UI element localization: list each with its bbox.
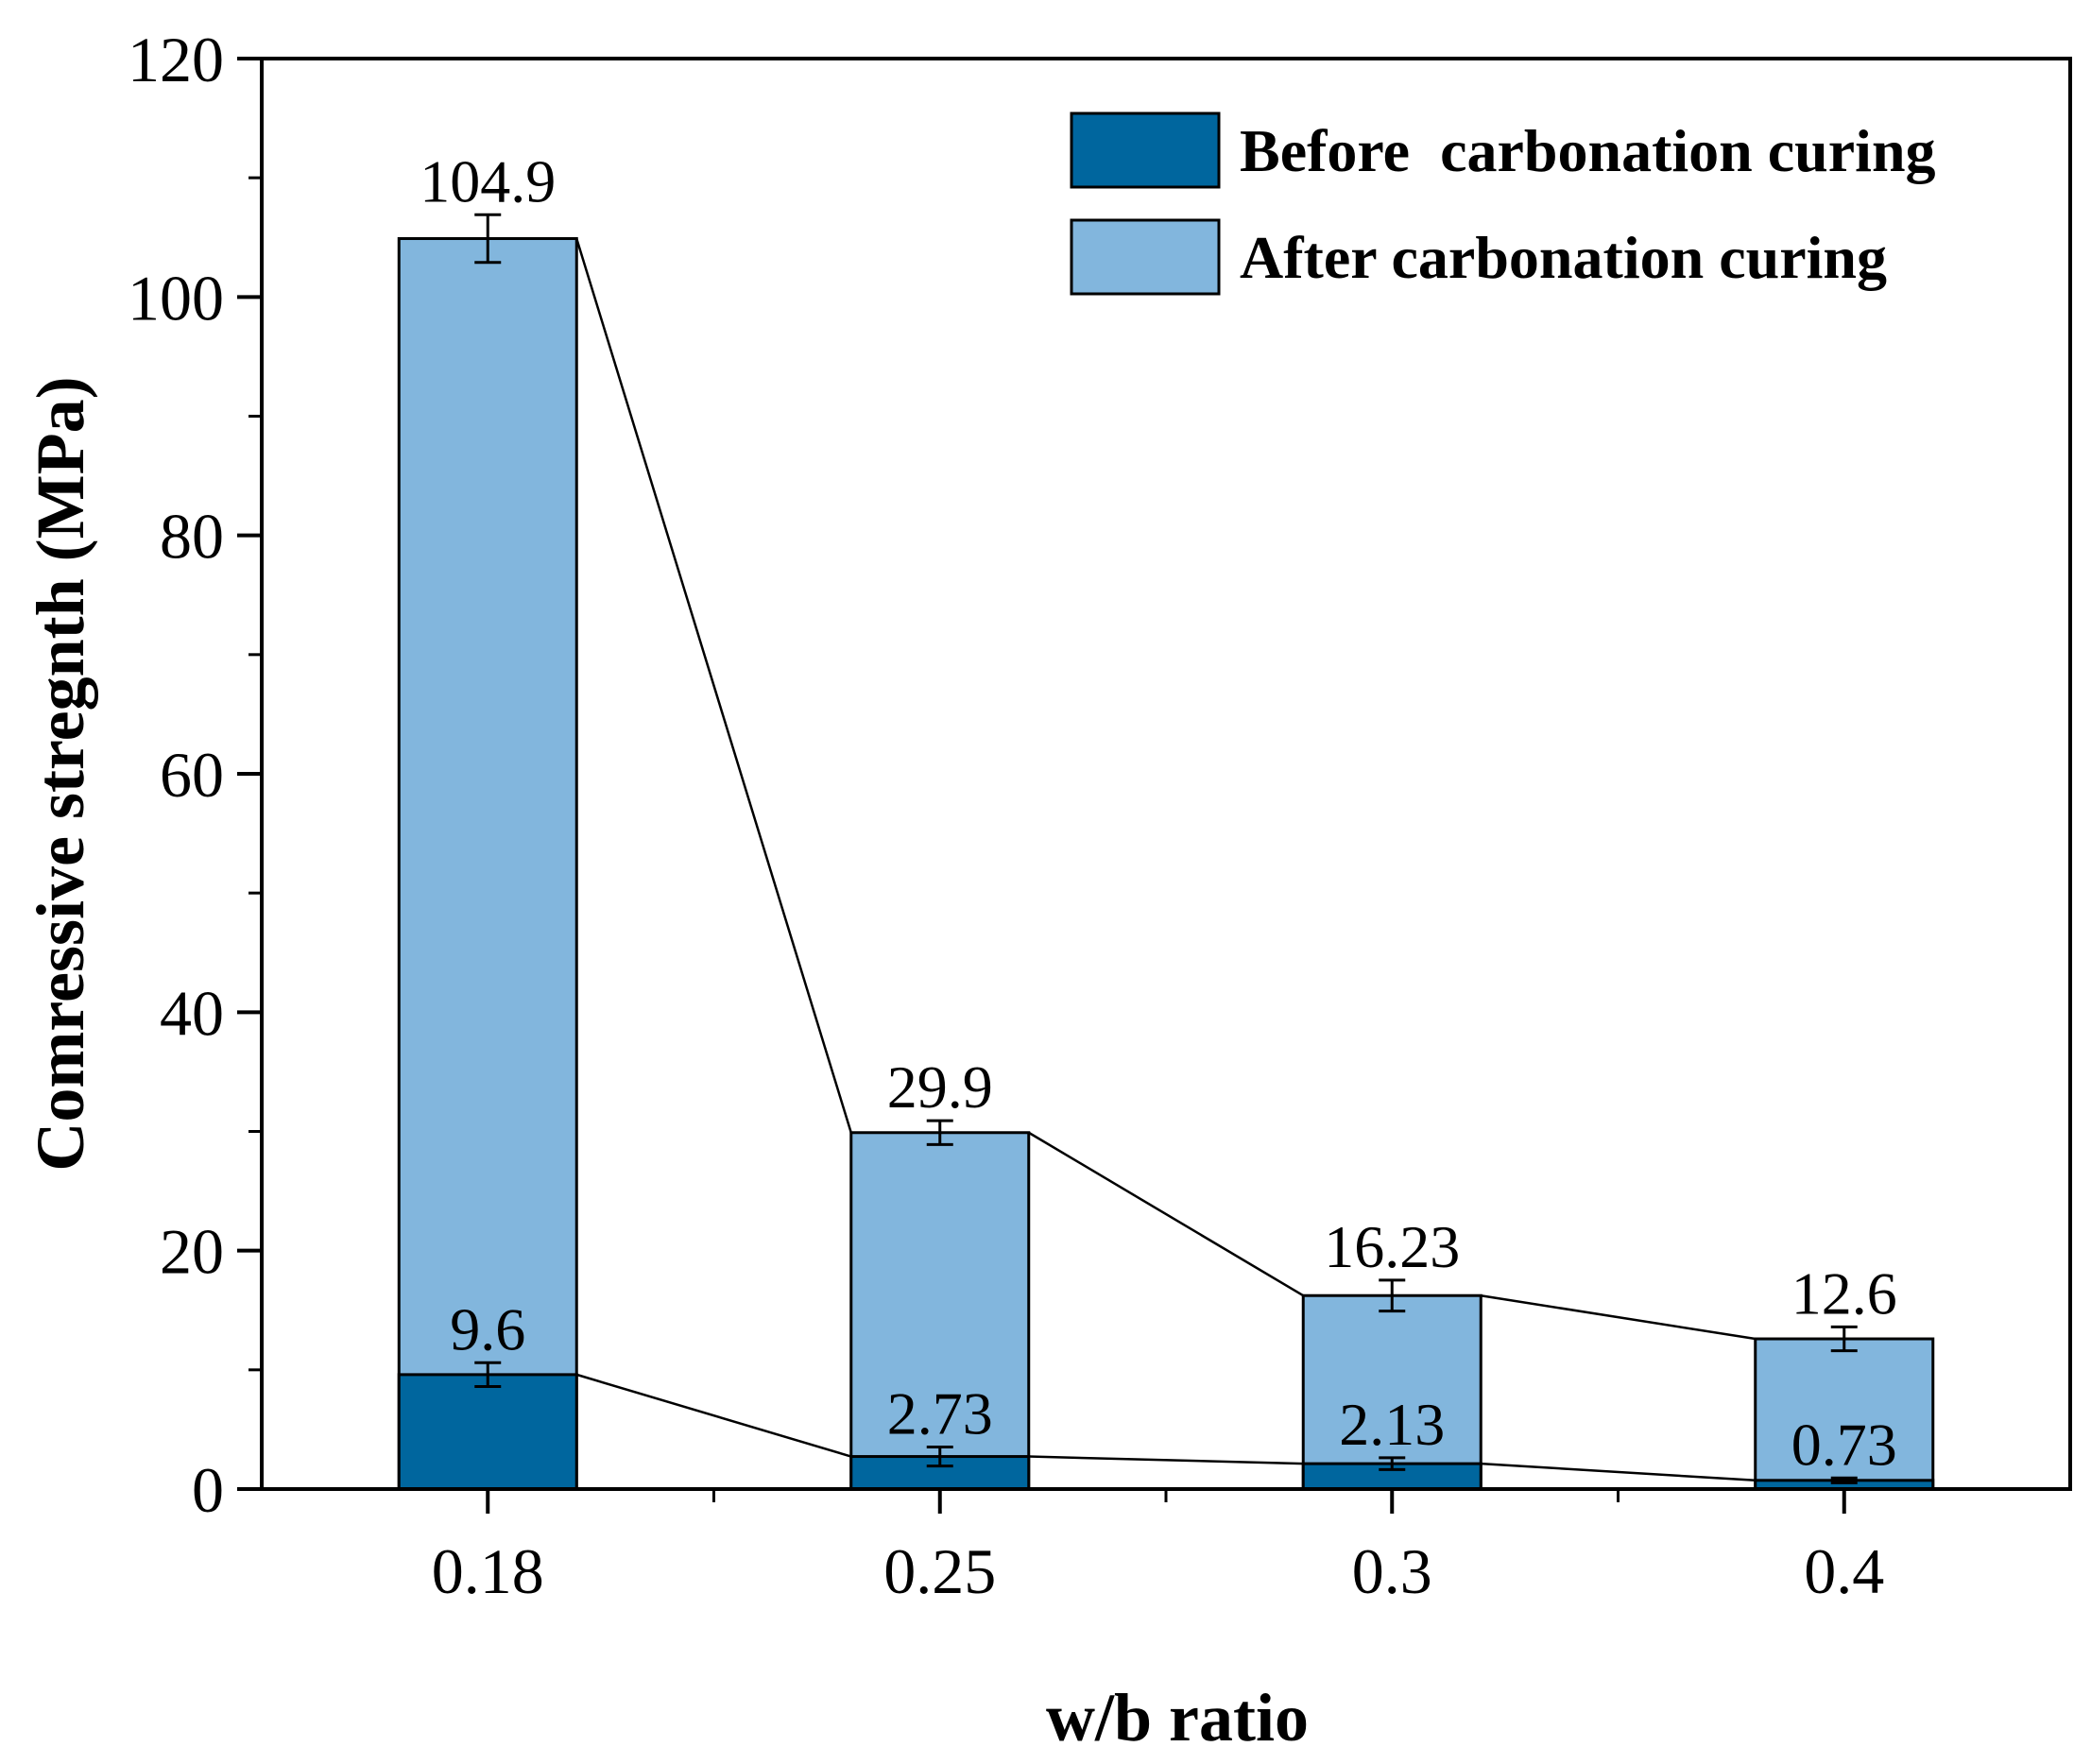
y-tick-label-60: 60 [160,739,224,811]
data-label-after-0.4: 12.6 [1791,1259,1897,1327]
legend-label-after: After carbonation curing [1240,224,1887,291]
y-tick-label-20: 20 [160,1216,224,1288]
data-label-after-0.25: 29.9 [887,1053,993,1121]
bar-after-0.25 [849,1131,1031,1491]
bar-after-0.4 [1754,1337,1935,1491]
data-label-before-0.3: 2.13 [1339,1391,1445,1458]
y-axis-title: Comressive stregnth (MPa) [23,376,98,1171]
line-after-2 [1481,1293,1756,1341]
x-axis-ticks: 0.18 0.25 0.3 0.4 [432,1489,1884,1607]
data-labels-layer: 9.6 2.73 2.13 0.73 104.9 29.9 16.23 12.6 [420,147,1897,1478]
x-tick-label-0.3: 0.3 [1352,1535,1432,1607]
line-before-1 [1028,1455,1304,1465]
line-after-1 [1028,1131,1304,1297]
error-bars-layer [474,213,1858,1484]
bar-before-0.18 [397,1373,578,1491]
y-tick-label-0: 0 [192,1454,224,1526]
data-label-before-0.4: 0.73 [1791,1411,1897,1478]
y-tick-label-120: 120 [128,24,224,95]
y-axis-ticks: 0 20 40 60 80 100 120 [128,24,262,1526]
data-label-after-0.18: 104.9 [420,147,556,214]
legend-swatch-after [1070,218,1221,296]
y-tick-label-80: 80 [160,501,224,573]
bars-layer [397,237,1935,1491]
data-label-before-0.25: 2.73 [887,1379,993,1447]
connecting-lines-layer [575,238,1756,1482]
line-before-2 [1481,1462,1756,1482]
y-tick-label-100: 100 [128,262,224,334]
bar-after-0.18 [397,237,578,1491]
y-tick-label-40: 40 [160,977,224,1049]
line-after-0 [575,238,852,1134]
x-tick-label-0.25: 0.25 [883,1535,996,1607]
x-tick-label-0.4: 0.4 [1804,1535,1884,1607]
x-tick-label-0.18: 0.18 [432,1535,544,1607]
legend-label-before: Before carbonation curing [1240,117,1936,184]
x-axis-title: w/b ratio [1046,1680,1309,1755]
data-label-before-0.18: 9.6 [450,1295,525,1362]
legend-swatch-before [1070,111,1221,189]
legend: Before carbonation curing After carbonati… [1070,111,1936,296]
data-label-after-0.3: 16.23 [1324,1213,1460,1280]
line-before-0 [575,1373,852,1458]
